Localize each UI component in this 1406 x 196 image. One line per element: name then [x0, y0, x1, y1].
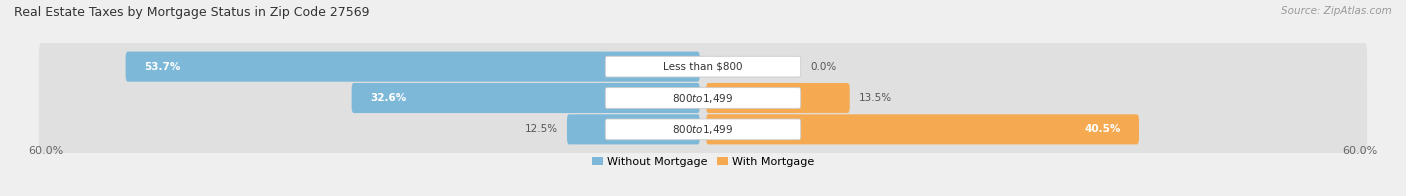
Text: 60.0%: 60.0%: [28, 146, 63, 156]
Text: $800 to $1,499: $800 to $1,499: [672, 92, 734, 104]
FancyBboxPatch shape: [352, 83, 700, 113]
Text: Real Estate Taxes by Mortgage Status in Zip Code 27569: Real Estate Taxes by Mortgage Status in …: [14, 6, 370, 19]
FancyBboxPatch shape: [39, 71, 1367, 125]
Text: 60.0%: 60.0%: [1343, 146, 1378, 156]
Text: Source: ZipAtlas.com: Source: ZipAtlas.com: [1281, 6, 1392, 16]
FancyBboxPatch shape: [39, 102, 1367, 157]
FancyBboxPatch shape: [567, 114, 700, 144]
Text: 53.7%: 53.7%: [143, 62, 180, 72]
FancyBboxPatch shape: [606, 88, 800, 108]
Legend: Without Mortgage, With Mortgage: Without Mortgage, With Mortgage: [592, 157, 814, 167]
FancyBboxPatch shape: [706, 83, 849, 113]
Text: 0.0%: 0.0%: [810, 62, 837, 72]
Text: 13.5%: 13.5%: [858, 93, 891, 103]
FancyBboxPatch shape: [706, 114, 1139, 144]
Text: 32.6%: 32.6%: [370, 93, 406, 103]
FancyBboxPatch shape: [125, 52, 700, 82]
Text: $800 to $1,499: $800 to $1,499: [672, 123, 734, 136]
Text: 40.5%: 40.5%: [1084, 124, 1121, 134]
FancyBboxPatch shape: [606, 56, 800, 77]
FancyBboxPatch shape: [39, 39, 1367, 94]
Text: Less than $800: Less than $800: [664, 62, 742, 72]
FancyBboxPatch shape: [606, 119, 800, 140]
Text: 12.5%: 12.5%: [526, 124, 558, 134]
